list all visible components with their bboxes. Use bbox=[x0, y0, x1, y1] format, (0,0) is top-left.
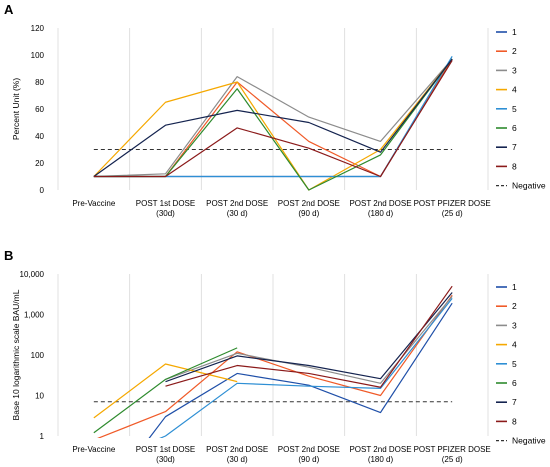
x-category-label: (25 d) bbox=[442, 209, 463, 218]
legend-label: 7 bbox=[512, 397, 517, 407]
legend-label: 2 bbox=[512, 46, 517, 56]
x-category-label: (30 d) bbox=[227, 455, 248, 464]
y-tick-label: 60 bbox=[35, 105, 44, 114]
plot-area bbox=[93, 56, 453, 191]
legend-label: 2 bbox=[512, 301, 517, 311]
panel-a-letter: A bbox=[4, 2, 14, 17]
y-tick-label: 10 bbox=[35, 392, 44, 401]
x-category-label: POST 2nd DOSE bbox=[278, 445, 340, 454]
legend-label: 5 bbox=[512, 104, 517, 114]
series-2-line bbox=[97, 294, 453, 438]
x-category-label: (180 d) bbox=[368, 455, 394, 464]
x-category-label: POST 2nd DOSE bbox=[206, 445, 268, 454]
series-8-line bbox=[93, 60, 453, 178]
series-4-line bbox=[93, 363, 238, 419]
legend-label: 4 bbox=[512, 340, 517, 350]
legend-label: 1 bbox=[512, 282, 517, 292]
y-tick-label: 20 bbox=[35, 159, 44, 168]
plot-area bbox=[93, 285, 453, 438]
x-category-label: POST 2nd DOSE bbox=[206, 199, 268, 208]
legend-label: 5 bbox=[512, 359, 517, 369]
legend-label: 8 bbox=[512, 161, 517, 171]
legend-label: 4 bbox=[512, 85, 517, 95]
series-6-line bbox=[93, 347, 238, 434]
y-tick-label: 1,000 bbox=[24, 311, 45, 320]
x-category-label: (90 d) bbox=[298, 455, 319, 464]
legend-label-negative: Negative bbox=[512, 181, 546, 191]
legend-label: 3 bbox=[512, 320, 517, 330]
x-category-label: POST 1st DOSE bbox=[136, 199, 195, 208]
x-category-label: POST 2nd DOSE bbox=[349, 445, 411, 454]
legend-label: 6 bbox=[512, 378, 517, 388]
series-5-line bbox=[159, 298, 453, 438]
panel-b-letter: B bbox=[4, 248, 13, 263]
x-category-label: Pre-Vaccine bbox=[72, 199, 116, 208]
y-tick-label: 40 bbox=[35, 132, 44, 141]
x-category-label: (30 d) bbox=[227, 209, 248, 218]
series-4-line bbox=[93, 58, 453, 191]
series-1-line bbox=[148, 302, 453, 438]
y-axis-title: Percent Unit (%) bbox=[11, 78, 21, 141]
x-category-label: (180 d) bbox=[368, 209, 394, 218]
x-category-label: POST 1st DOSE bbox=[136, 445, 195, 454]
x-category-label: POST PFIZER DOSE bbox=[414, 199, 491, 208]
x-category-label: POST PFIZER DOSE bbox=[414, 445, 491, 454]
y-tick-label: 120 bbox=[31, 24, 45, 33]
y-axis-title: Base 10 logarithmic scale BAU/mL bbox=[11, 289, 21, 420]
series-7-line bbox=[93, 58, 453, 177]
y-tick-label: 100 bbox=[31, 351, 45, 360]
y-tick-label: 0 bbox=[40, 186, 45, 195]
legend-label: 7 bbox=[512, 142, 517, 152]
y-tick-label: 1 bbox=[40, 432, 45, 441]
series-3-line bbox=[165, 296, 453, 384]
legend-label-negative: Negative bbox=[512, 436, 546, 446]
x-category-label: Pre-Vaccine bbox=[72, 445, 116, 454]
panel-b-chart: 1 10 100 1,000 10,000 Base 10 logarithmic sca… bbox=[11, 270, 546, 464]
legend-label: 6 bbox=[512, 123, 517, 133]
series-8-line bbox=[165, 285, 453, 388]
y-tick-label: 80 bbox=[35, 78, 44, 87]
series-7-line bbox=[165, 292, 453, 383]
panel-a-chart: 0 20 40 60 80 100 120 Percent Unit (%) Pre-Vacci… bbox=[11, 24, 546, 218]
x-category-label: (30d) bbox=[156, 209, 175, 218]
y-tick-label: 100 bbox=[31, 51, 45, 60]
x-category-label: POST 2nd DOSE bbox=[278, 199, 340, 208]
legend-label: 8 bbox=[512, 416, 517, 426]
series-3-line bbox=[93, 58, 453, 178]
x-category-label: (25 d) bbox=[442, 455, 463, 464]
x-category-label: (30d) bbox=[156, 455, 175, 464]
legend-label: 3 bbox=[512, 65, 517, 75]
y-tick-label: 10,000 bbox=[20, 270, 45, 279]
x-category-label: (90 d) bbox=[298, 209, 319, 218]
x-category-label: POST 2nd DOSE bbox=[349, 199, 411, 208]
legend-label: 1 bbox=[512, 27, 517, 37]
